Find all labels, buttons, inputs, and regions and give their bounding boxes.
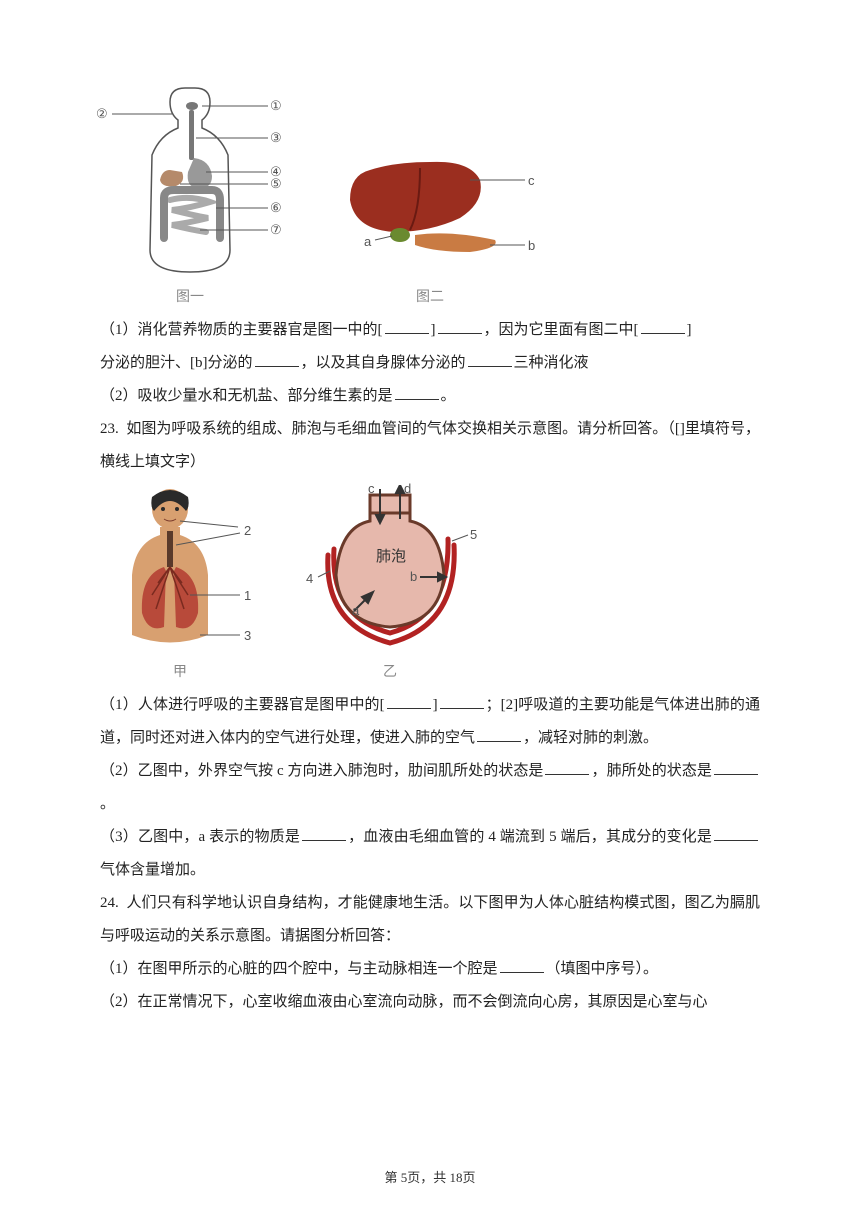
- fig4-label-4: 4: [306, 571, 313, 586]
- q23-p1a: （1）人体进行呼吸的主要器官是图甲中的[: [100, 697, 385, 713]
- fig1-label-5: ⑤: [270, 176, 282, 192]
- fig2-label-b: b: [528, 238, 535, 253]
- figure4-block: c d b a 4 5 肺泡 乙: [300, 485, 480, 681]
- q22-p2a: 分泌的胆汁、[b]分泌的: [100, 355, 253, 371]
- figure3-diagram: 1 2 3: [100, 485, 260, 655]
- q22-p3b: 。: [441, 388, 456, 404]
- q22-p1c: ，因为它里面有图二中[: [484, 322, 639, 338]
- blank[interactable]: [468, 351, 512, 368]
- fig4-label-5: 5: [470, 527, 477, 542]
- blank[interactable]: [641, 318, 685, 335]
- blank[interactable]: [395, 384, 439, 401]
- fig1-label-2: ②: [96, 106, 108, 122]
- q23-p1d: ，减轻对肺的刺激。: [523, 730, 658, 746]
- fig3-label-3: 3: [244, 628, 251, 643]
- blank[interactable]: [438, 318, 482, 335]
- q24-num: 24.: [100, 895, 119, 911]
- blank[interactable]: [255, 351, 299, 368]
- footer-text: 第 5页，共 18页: [384, 1170, 475, 1185]
- figure2-diagram: a b c: [320, 140, 540, 280]
- blank[interactable]: [440, 693, 484, 710]
- figure2-block: a b c 图二: [320, 140, 540, 306]
- figure3-caption: 甲: [173, 661, 187, 681]
- fig3-label-2: 2: [244, 523, 251, 538]
- figure4-diagram: c d b a 4 5 肺泡: [300, 485, 480, 655]
- q22-p2: 分泌的胆汁、[b]分泌的 ，以及其自身腺体分泌的 三种消化液: [100, 347, 760, 380]
- fig3-label-1: 1: [244, 588, 251, 603]
- q23-intro: 23. 如图为呼吸系统的组成、肺泡与毛细血管间的气体交换相关示意图。请分析回答。…: [100, 413, 760, 479]
- q23-num: 23.: [100, 421, 119, 437]
- q24-intro-text: 人们只有科学地认识自身结构，才能健康地生活。以下图甲为人体心脏结构模式图，图乙为…: [100, 895, 760, 944]
- q22-p1: （1）消化营养物质的主要器官是图一中的[] ，因为它里面有图二中[]: [100, 314, 760, 347]
- blank[interactable]: [500, 957, 544, 974]
- q22-p3a: （2）吸收少量水和无机盐、部分维生素的是: [100, 388, 393, 404]
- q22-p2c: 三种消化液: [514, 355, 589, 371]
- page-footer: 第 5页，共 18页: [0, 1167, 860, 1186]
- blank[interactable]: [714, 759, 758, 776]
- q22-p3: （2）吸收少量水和无机盐、部分维生素的是 。: [100, 380, 760, 413]
- q23-p1: （1）人体进行呼吸的主要器官是图甲中的[]；[2]呼吸道的主要功能是气体进出肺的…: [100, 689, 760, 755]
- blank[interactable]: [387, 693, 431, 710]
- blank[interactable]: [477, 726, 521, 743]
- fig1-label-6: ⑥: [270, 200, 282, 216]
- figure-row-1: ② ① ③ ④ ⑤ ⑥ ⑦ 图一 a: [100, 80, 760, 306]
- q24-intro: 24. 人们只有科学地认识自身结构，才能健康地生活。以下图甲为人体心脏结构模式图…: [100, 887, 760, 953]
- fig1-label-3: ③: [270, 130, 282, 146]
- q24-p1b: （填图中序号）。: [546, 961, 659, 977]
- blank[interactable]: [302, 825, 346, 842]
- q23-p2: （2）乙图中，外界空气按 c 方向进入肺泡时，肋间肌所处的状态是 ，肺所处的状态是…: [100, 755, 760, 821]
- q22-p1d: ]: [687, 322, 692, 338]
- q24-p2-text: （2）在正常情况下，心室收缩血液由心室流向动脉，而不会倒流向心房，其原因是心室与…: [100, 994, 708, 1010]
- q23-p3a: （3）乙图中，a 表示的物质是: [100, 829, 300, 845]
- fig4-label-d: d: [404, 481, 411, 496]
- fig2-label-c: c: [528, 173, 535, 188]
- figure4-caption: 乙: [383, 661, 397, 681]
- fig4-label-b: b: [410, 569, 417, 584]
- fig2-label-a: a: [364, 234, 371, 249]
- q23-p2a: （2）乙图中，外界空气按 c 方向进入肺泡时，肋间肌所处的状态是: [100, 763, 543, 779]
- q23-intro-text: 如图为呼吸系统的组成、肺泡与毛细血管间的气体交换相关示意图。请分析回答。（[]里…: [100, 421, 760, 470]
- q22-p1b: ]: [431, 322, 436, 338]
- figure3-block: 1 2 3 甲: [100, 485, 260, 681]
- q23-p3: （3）乙图中，a 表示的物质是 ，血液由毛细血管的 4 端流到 5 端后，其成分的…: [100, 821, 760, 887]
- fig1-label-1: ①: [270, 98, 282, 114]
- q23-p3b: ，血液由毛细血管的 4 端流到 5 端后，其成分的变化是: [348, 829, 712, 845]
- fig4-label-c: c: [368, 481, 375, 496]
- figure-row-2: 1 2 3 甲: [100, 485, 760, 681]
- q24-p2: （2）在正常情况下，心室收缩血液由心室流向动脉，而不会倒流向心房，其原因是心室与…: [100, 986, 760, 1019]
- figure1-diagram: ② ① ③ ④ ⑤ ⑥ ⑦: [100, 80, 280, 280]
- fig4-label-a: a: [352, 603, 359, 618]
- blank[interactable]: [714, 825, 758, 842]
- q23-p1b: ]: [433, 697, 438, 713]
- blank[interactable]: [385, 318, 429, 335]
- blank[interactable]: [545, 759, 589, 776]
- figure1-block: ② ① ③ ④ ⑤ ⑥ ⑦ 图一: [100, 80, 280, 306]
- figure2-caption: 图二: [416, 286, 444, 306]
- q23-p3c: 气体含量增加。: [100, 862, 205, 878]
- q23-p2b: ，肺所处的状态是: [591, 763, 712, 779]
- figure1-caption: 图一: [176, 286, 204, 306]
- q23-p2c: 。: [100, 796, 115, 812]
- q24-p1a: （1）在图甲所示的心脏的四个腔中，与主动脉相连一个腔是: [100, 961, 498, 977]
- fig4-label-center: 肺泡: [376, 545, 406, 566]
- q24-p1: （1）在图甲所示的心脏的四个腔中，与主动脉相连一个腔是 （填图中序号）。: [100, 953, 760, 986]
- q22-p1a: （1）消化营养物质的主要器官是图一中的[: [100, 322, 383, 338]
- q22-p2b: ，以及其自身腺体分泌的: [301, 355, 466, 371]
- fig1-label-7: ⑦: [270, 222, 282, 238]
